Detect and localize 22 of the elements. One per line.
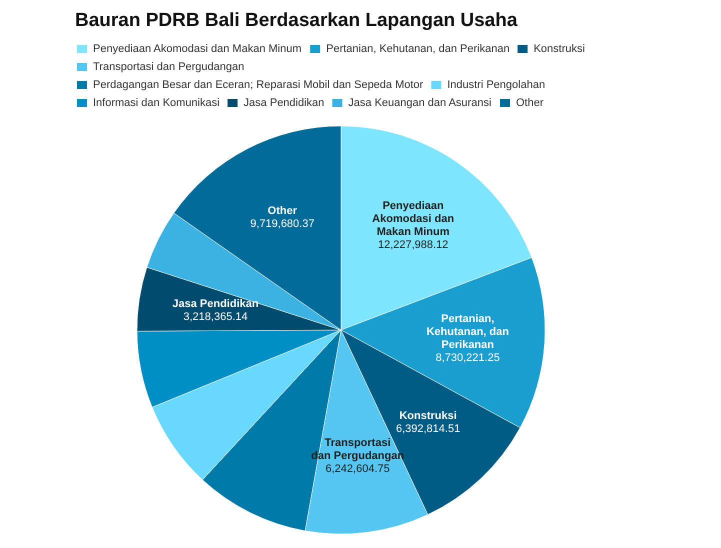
data-label: 9,719,680.37 [250, 218, 314, 230]
legend-label: Pertanian, Kehutanan, dan Perikanan [326, 43, 510, 55]
legend-label: Transportasi dan Pergudangan [93, 61, 244, 73]
legend-label: Jasa Keuangan dan Asuransi [348, 97, 492, 109]
slice-label: Penyediaan Akomodasi dan Makan Minum [372, 200, 454, 238]
legend-label: Other [516, 97, 544, 109]
slice-label: Jasa Pendidikan [172, 298, 259, 310]
legend-label: Perdagangan Besar dan Eceran; Reparasi Mobil dan Sepeda Motor [93, 79, 424, 91]
data-label: 12,227,988.12 [378, 238, 448, 251]
slice-label: Other [268, 204, 298, 217]
slice-label: Konstruksi [399, 410, 457, 422]
legend-label: Industri Pengolahan [447, 79, 546, 91]
data-label: 6,392,814.51 [396, 422, 460, 435]
legend-label: Informasi dan Komunikasi [93, 97, 220, 109]
data-label: 3,218,365.14 [183, 311, 248, 324]
slice-label: Pertanian, Kehutanan, dan Perikanan [426, 313, 510, 352]
data-label: 6,242,604.75 [326, 462, 390, 475]
legend-label: Jasa Pendidikan [244, 97, 324, 109]
legend-label: Konstruksi [534, 43, 585, 55]
data-label: 8,730,221.25 [436, 352, 500, 364]
chart-title: Bauran PDRB Bali Berdasarkan Lapangan Usaha [75, 10, 518, 31]
legend-label: Penyediaan Akomodasi dan Makan Minum [93, 43, 302, 55]
